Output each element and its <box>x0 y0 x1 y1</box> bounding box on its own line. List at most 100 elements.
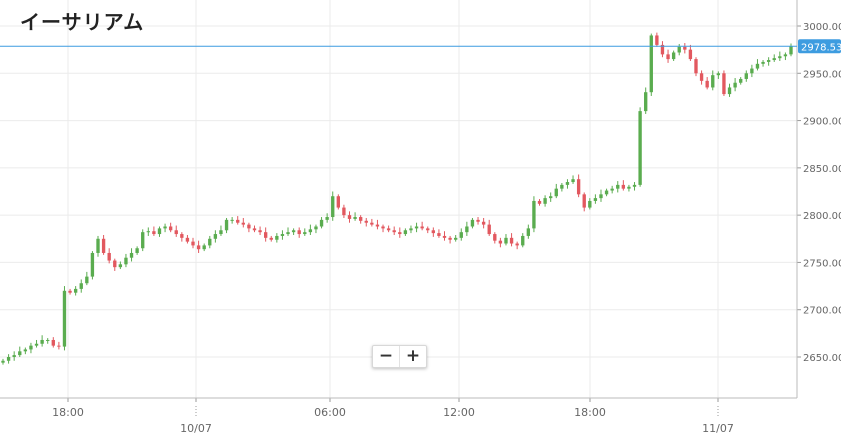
candle-up <box>135 248 139 253</box>
candle-down <box>509 237 514 244</box>
candle-down <box>699 73 704 81</box>
candle-up <box>744 73 748 79</box>
candle-down <box>621 184 626 189</box>
candle-up <box>46 339 50 341</box>
candle-up <box>34 343 39 346</box>
candle-up <box>224 219 229 231</box>
candle-up <box>739 78 743 83</box>
candle-down <box>185 237 190 242</box>
candle-down <box>68 290 72 293</box>
candle-down <box>258 230 262 233</box>
candle-up <box>549 196 553 199</box>
candle-down <box>498 240 503 244</box>
candle-up <box>778 56 782 59</box>
candle-up <box>599 194 603 199</box>
candle-up <box>325 217 329 220</box>
candle-up <box>230 219 234 221</box>
candle-up <box>90 252 95 277</box>
candle-up <box>750 68 754 74</box>
chart-title: イーサリアム <box>20 10 145 34</box>
candle-down <box>168 226 173 231</box>
candle-series <box>1 32 793 365</box>
candle-up <box>571 179 575 183</box>
candle-down <box>152 231 156 235</box>
candle-up <box>565 182 570 185</box>
candle-up <box>638 111 642 185</box>
current-price-label: 2978.53 <box>801 42 841 53</box>
candle-down <box>398 232 402 235</box>
candle-down <box>688 49 693 60</box>
candle-down <box>247 224 251 229</box>
candle-up <box>213 234 218 239</box>
x-date-label: 10/07 <box>180 422 212 435</box>
candle-down <box>442 235 447 238</box>
candle-up <box>504 237 508 244</box>
candle-down <box>705 80 709 88</box>
candle-down <box>660 44 665 55</box>
candle-up <box>403 230 408 235</box>
candle-up <box>291 230 296 233</box>
y-tick-label: 2800.00 <box>803 211 841 222</box>
x-tick-label: 12:00 <box>443 406 475 419</box>
candle-up <box>772 58 776 61</box>
y-tick-label: 2950.00 <box>803 69 841 80</box>
candle-down <box>381 226 385 229</box>
candle-up <box>319 219 324 227</box>
candle-up <box>353 217 357 219</box>
zoom-in-button[interactable]: + <box>399 346 426 367</box>
candle-up <box>671 52 676 60</box>
candle-down <box>196 245 201 250</box>
candle-up <box>314 226 318 230</box>
candle-down <box>386 228 391 231</box>
candle-up <box>163 226 167 229</box>
candle-down <box>364 220 368 223</box>
candle-up <box>124 257 128 265</box>
candle-up <box>711 75 715 88</box>
candle-up <box>29 345 33 350</box>
candle-up <box>554 188 558 197</box>
candle-up <box>409 228 413 231</box>
candle-down <box>392 230 396 233</box>
zoom-out-button[interactable]: − <box>378 346 394 366</box>
candle-down <box>576 179 581 195</box>
x-tick-label: 06:00 <box>314 406 346 419</box>
y-tick-label: 3000.00 <box>803 22 841 33</box>
x-tick-label: 18:00 <box>52 406 84 419</box>
candle-down <box>336 196 340 208</box>
candle-up <box>783 54 788 57</box>
candle-down <box>431 230 436 234</box>
candle-down <box>437 233 441 236</box>
candle-up <box>219 230 223 235</box>
candle-down <box>370 222 374 225</box>
current-price-tag <box>798 39 841 54</box>
candle-up <box>85 276 89 284</box>
zoom-controls: − + <box>372 345 427 368</box>
candle-up <box>280 234 285 236</box>
candle-up <box>560 184 564 189</box>
candle-up <box>414 226 419 229</box>
candle-down <box>694 59 698 74</box>
candle-down <box>51 339 55 346</box>
x-date-label: 11/07 <box>702 422 734 435</box>
candle-up <box>526 228 531 236</box>
candle-up <box>755 63 760 69</box>
candle-up <box>459 232 463 238</box>
candle-up <box>275 235 279 240</box>
candle-up <box>470 219 475 227</box>
candle-down <box>252 228 257 231</box>
candle-down <box>493 234 497 241</box>
candle-up <box>6 357 11 361</box>
candle-up <box>649 35 653 93</box>
candle-up <box>79 283 83 289</box>
y-tick-label: 2900.00 <box>803 117 841 128</box>
candle-down <box>342 207 346 216</box>
candle-down <box>448 237 452 240</box>
x-tick-label: 18:00 <box>574 406 606 419</box>
candle-up <box>331 196 335 218</box>
candle-up <box>129 252 134 258</box>
candle-up <box>521 235 525 246</box>
candle-up <box>96 238 100 253</box>
candle-down <box>481 221 486 225</box>
candle-up <box>18 351 22 356</box>
